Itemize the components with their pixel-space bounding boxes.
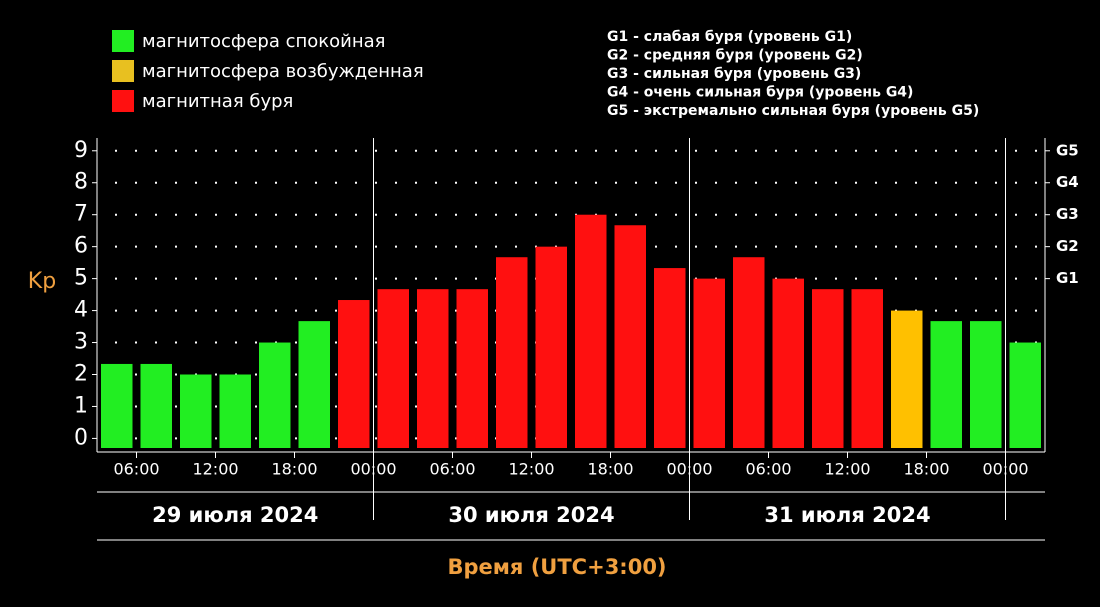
y-tick-label: 6	[74, 234, 88, 259]
bar	[891, 310, 923, 448]
bar	[219, 374, 251, 448]
bar	[298, 321, 330, 448]
y-tick-label: 0	[74, 425, 88, 450]
storm-level-note: G4 - очень сильная буря (уровень G4)	[607, 85, 913, 101]
x-tick-label: 12:00	[824, 460, 870, 479]
y-tick-label: 9	[74, 138, 88, 163]
bar	[812, 289, 844, 448]
legend-swatch	[112, 90, 134, 112]
y-tick-label: 8	[74, 170, 88, 195]
bar	[772, 278, 804, 448]
x-tick-label: 18:00	[271, 460, 317, 479]
x-tick-label: 12:00	[192, 460, 238, 479]
x-tick-label: 18:00	[587, 460, 633, 479]
legend-label: магнитосфера возбужденная	[142, 61, 424, 82]
bar	[1009, 342, 1041, 448]
bar	[140, 363, 172, 448]
bar	[377, 289, 409, 448]
x-tick-label: 12:00	[508, 460, 554, 479]
legend-label: магнитосфера спокойная	[142, 31, 385, 52]
y-tick-label: 3	[74, 330, 88, 355]
bar	[496, 257, 528, 448]
y-axis-label: Kp	[28, 269, 56, 294]
legend-label: магнитная буря	[142, 91, 293, 112]
x-tick-label: 06:00	[745, 460, 791, 479]
legend-swatch	[112, 30, 134, 52]
date-label: 30 июля 2024	[448, 503, 614, 527]
storm-level-note: G3 - сильная буря (уровень G3)	[607, 66, 861, 82]
bar	[970, 321, 1002, 448]
x-axis-label: Время (UTC+3:00)	[447, 555, 666, 579]
y2-tick-label: G4	[1056, 173, 1079, 191]
storm-level-note: G1 - слабая буря (уровень G1)	[607, 29, 852, 45]
y-tick-label: 5	[74, 266, 88, 291]
bar	[259, 342, 291, 448]
bar	[456, 289, 488, 448]
date-label: 31 июля 2024	[764, 503, 930, 527]
bar	[535, 246, 567, 448]
y2-tick-label: G3	[1056, 205, 1079, 223]
storm-level-note: G5 - экстремально сильная буря (уровень …	[607, 103, 979, 119]
storm-level-note: G2 - средняя буря (уровень G2)	[607, 48, 863, 64]
y-tick-label: 1	[74, 393, 88, 418]
bar	[417, 289, 449, 448]
y-tick-label: 2	[74, 361, 88, 386]
bar	[614, 225, 646, 448]
x-tick-label: 06:00	[429, 460, 475, 479]
x-tick-label: 18:00	[903, 460, 949, 479]
y2-tick-label: G5	[1056, 141, 1079, 159]
y-tick-label: 7	[74, 202, 88, 227]
bar	[575, 214, 607, 448]
y2-tick-label: G1	[1056, 269, 1079, 287]
y2-tick-label: G2	[1056, 237, 1079, 255]
bar	[851, 289, 883, 448]
bar	[733, 257, 765, 448]
x-tick-label: 06:00	[113, 460, 159, 479]
legend-swatch	[112, 60, 134, 82]
bar	[180, 374, 212, 448]
bar	[930, 321, 962, 448]
y-tick-label: 4	[74, 298, 88, 323]
bar	[101, 363, 133, 448]
bar	[338, 300, 370, 448]
bar	[654, 268, 686, 448]
bar	[693, 278, 725, 448]
date-label: 29 июля 2024	[152, 503, 318, 527]
